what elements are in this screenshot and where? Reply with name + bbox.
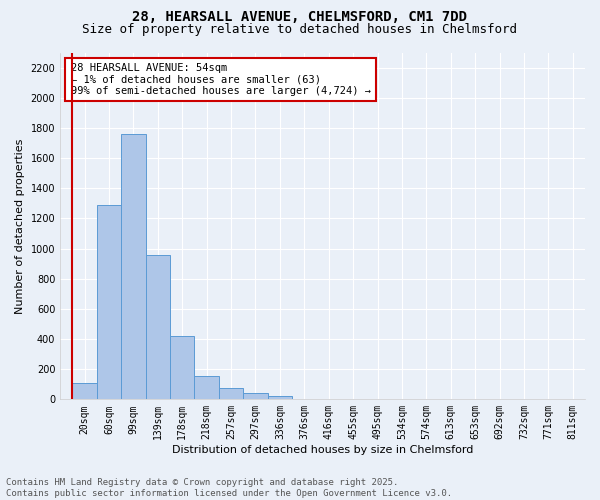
Bar bbox=[170, 336, 194, 400]
Text: Contains HM Land Registry data © Crown copyright and database right 2025.
Contai: Contains HM Land Registry data © Crown c… bbox=[6, 478, 452, 498]
Y-axis label: Number of detached properties: Number of detached properties bbox=[15, 138, 25, 314]
Bar bbox=[194, 376, 219, 400]
Bar bbox=[243, 392, 268, 400]
Bar bbox=[97, 205, 121, 400]
Bar bbox=[121, 134, 146, 400]
Bar bbox=[219, 388, 243, 400]
Bar bbox=[146, 254, 170, 400]
Bar bbox=[268, 396, 292, 400]
Bar bbox=[73, 382, 97, 400]
Text: 28, HEARSALL AVENUE, CHELMSFORD, CM1 7DD: 28, HEARSALL AVENUE, CHELMSFORD, CM1 7DD bbox=[133, 10, 467, 24]
Bar bbox=[292, 398, 316, 400]
Text: 28 HEARSALL AVENUE: 54sqm
← 1% of detached houses are smaller (63)
99% of semi-d: 28 HEARSALL AVENUE: 54sqm ← 1% of detach… bbox=[71, 63, 371, 96]
X-axis label: Distribution of detached houses by size in Chelmsford: Distribution of detached houses by size … bbox=[172, 445, 473, 455]
Text: Size of property relative to detached houses in Chelmsford: Size of property relative to detached ho… bbox=[83, 22, 517, 36]
